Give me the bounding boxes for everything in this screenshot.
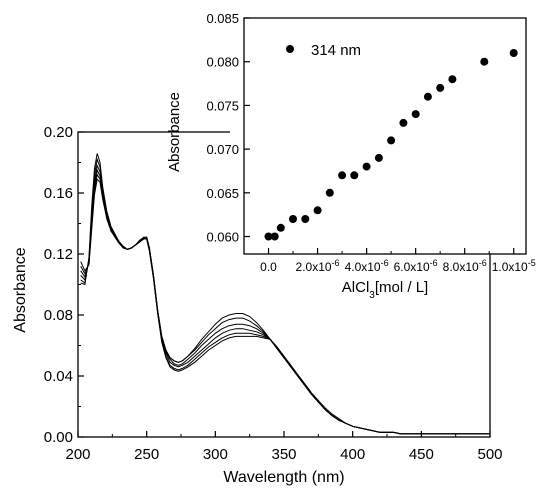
main-x-ticks: 200 250 300 350 400 450 500 (65, 431, 503, 463)
main-y-tick-label: 0.00 (44, 429, 73, 446)
main-x-tick-label: 350 (271, 446, 296, 463)
inset-y-tick-label: 0.075 (206, 98, 239, 113)
inset-y-tick-label: 0.070 (206, 142, 239, 157)
inset-y-tick-label: 0.080 (206, 55, 239, 70)
main-x-tick-label: 200 (65, 446, 90, 463)
main-x-axis-label: Wavelength (nm) (223, 469, 344, 486)
main-x-tick-label: 500 (477, 446, 502, 463)
inset-x-tick-label: 0.0 (260, 260, 277, 274)
inset-data-point (270, 232, 279, 241)
inset-data-point (399, 118, 408, 127)
inset-x-tick-label: 2.0x10-6 (296, 258, 340, 274)
inset-data-point (423, 92, 432, 101)
main-x-tick-label: 400 (340, 446, 365, 463)
inset-data-point (436, 83, 445, 92)
inset-plot: 0.0 2.0x10-6 4.0x10-6 6.0x10-6 8.0x10-6 1.0x1… (166, 11, 536, 301)
inset-data-point (374, 153, 383, 162)
inset-legend-label: 314 nm (311, 42, 361, 59)
inset-data-point (362, 162, 371, 171)
main-y-tick-label: 0.12 (44, 246, 73, 263)
inset-background (230, 18, 526, 254)
inset-data-point (411, 110, 420, 119)
inset-data-point (350, 171, 359, 180)
main-y-axis-label: Absorbance (12, 247, 29, 332)
inset-data-point (276, 223, 285, 232)
main-x-tick-label: 300 (203, 446, 228, 463)
inset-data-point (264, 232, 273, 241)
inset-legend-marker (286, 45, 294, 53)
inset-y-tick-label: 0.060 (206, 230, 239, 245)
inset-data-point (448, 75, 457, 84)
inset-y-axis-label: Absorbance (166, 92, 183, 172)
inset-x-tick-label: 1.0x10-5 (492, 258, 536, 274)
inset-x-tick-label: 6.0x10-6 (394, 258, 438, 274)
main-x-tick-label: 450 (409, 446, 434, 463)
main-y-ticks: 0.00 0.04 0.08 0.12 0.16 0.20 (44, 124, 84, 446)
main-x-tick-label: 250 (134, 446, 159, 463)
main-series-group (80, 153, 490, 435)
inset-x-tick-label: 8.0x10-6 (443, 258, 487, 274)
inset-x-ticks: 0.0 2.0x10-6 4.0x10-6 6.0x10-6 8.0x10-6 1.0x1… (260, 248, 536, 274)
inset-series-group (264, 49, 518, 241)
inset-data-point (325, 188, 334, 197)
inset-data-point (289, 215, 297, 223)
inset-x-axis-label: AlCl3[mol / L] (342, 279, 428, 301)
inset-y-ticks: 0.060 0.065 0.070 0.075 0.080 0.085 (206, 11, 250, 245)
inset-data-point (313, 206, 322, 215)
main-y-tick-label: 0.16 (44, 185, 73, 202)
inset-x-tick-label: 4.0x10-6 (345, 258, 389, 274)
inset-data-point (387, 136, 396, 145)
inset-y-tick-label: 0.065 (206, 186, 239, 201)
inset-y-tick-label: 0.085 (206, 11, 239, 26)
main-y-tick-label: 0.20 (44, 124, 73, 141)
main-y-tick-label: 0.08 (44, 307, 73, 324)
spectrum-line-6 (80, 178, 490, 435)
inset-data-point (301, 215, 310, 223)
inset-plot-frame (243, 17, 527, 255)
inset-data-point (509, 49, 518, 57)
inset-data-point (480, 57, 489, 66)
main-y-tick-label: 0.04 (44, 368, 73, 385)
inset-data-point (338, 171, 347, 180)
main-plot: 200 250 300 350 400 450 500 0.000.040.080.120.… (12, 124, 503, 486)
